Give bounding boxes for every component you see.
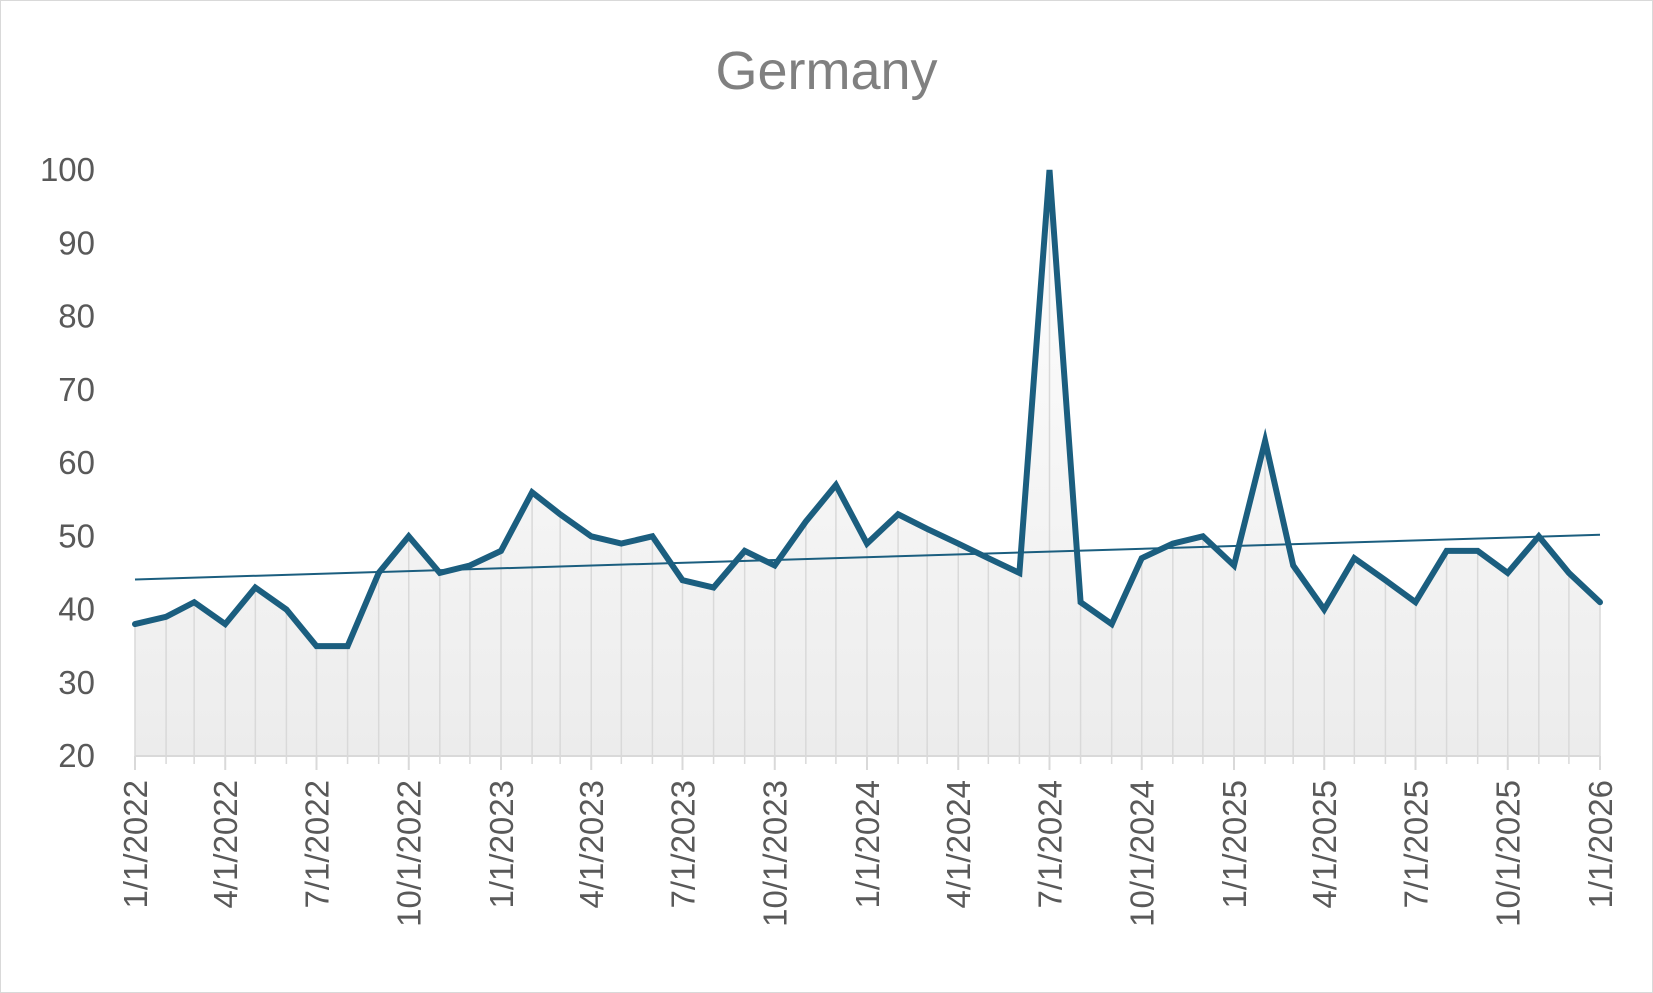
x-tick-label: 1/1/2022 xyxy=(117,780,154,908)
x-tick-label: 10/1/2023 xyxy=(757,780,794,927)
x-tick-label: 1/1/2023 xyxy=(483,780,520,908)
x-tick-label: 7/1/2024 xyxy=(1031,780,1068,908)
x-tick-label: 7/1/2022 xyxy=(298,780,335,908)
x-tick-label: 4/1/2024 xyxy=(940,780,977,908)
x-tick-label: 1/1/2025 xyxy=(1216,780,1253,908)
x-tick-label: 7/1/2023 xyxy=(664,780,701,908)
x-tick-label: 7/1/2025 xyxy=(1397,780,1434,908)
x-tick-label: 10/1/2024 xyxy=(1124,780,1161,927)
x-tick-label: 10/1/2022 xyxy=(391,780,428,927)
y-tick-label: 60 xyxy=(58,444,95,481)
y-tick-label: 50 xyxy=(58,517,95,554)
y-tick-label: 90 xyxy=(58,224,95,261)
x-tick-label: 10/1/2025 xyxy=(1490,780,1527,927)
y-tick-label: 30 xyxy=(58,664,95,701)
series-line xyxy=(132,169,1603,650)
y-tick-label: 40 xyxy=(58,591,95,628)
x-tick-label: 4/1/2025 xyxy=(1306,780,1343,908)
y-tick-label: 100 xyxy=(40,151,95,188)
y-tick-label: 80 xyxy=(58,298,95,335)
x-tick-label: 1/1/2024 xyxy=(849,780,886,908)
x-tick-label: 4/1/2022 xyxy=(207,780,244,908)
x-tick-label: 1/1/2026 xyxy=(1582,780,1619,908)
x-tick-label: 4/1/2023 xyxy=(573,780,610,908)
y-tick-label: 20 xyxy=(58,737,95,774)
y-tick-label: 70 xyxy=(58,371,95,408)
chart-title: Germany xyxy=(715,41,938,101)
